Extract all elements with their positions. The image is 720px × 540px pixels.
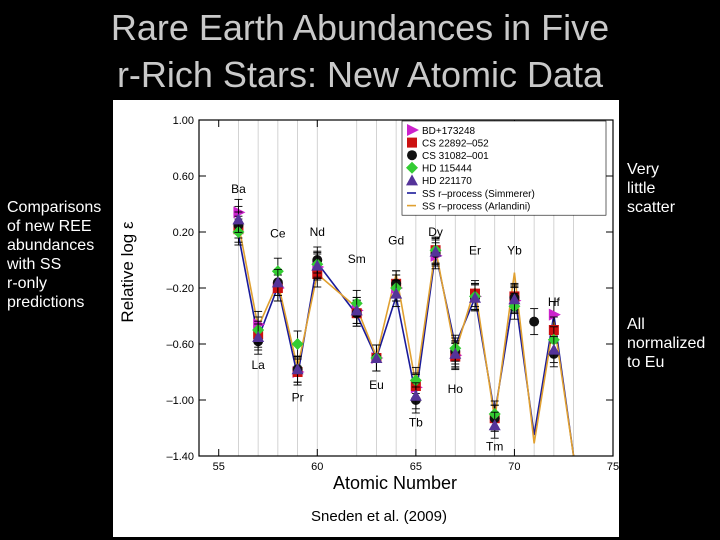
x-tick-label: 60: [311, 461, 323, 473]
data-point-triangle: [449, 347, 462, 359]
legend-label: HD 115444: [422, 164, 472, 175]
element-label: Tb: [409, 416, 423, 430]
element-label: Er: [469, 243, 481, 257]
data-point-triangle: [390, 287, 403, 299]
y-tick-label: –1.00: [166, 395, 194, 407]
y-tick-label: –1.40: [166, 451, 194, 463]
normalization-annotation: All normalized to Eu: [627, 316, 706, 371]
element-label: Ce: [270, 227, 286, 241]
y-tick-label: 0.20: [173, 227, 194, 239]
data-point-triangle: [252, 331, 265, 342]
x-tick-label: 55: [213, 461, 225, 473]
element-label: La: [251, 358, 265, 372]
element-label: Ba: [231, 182, 246, 196]
data-point-triangle: [370, 352, 383, 363]
legend-marker: [407, 150, 417, 161]
legend-label: SS r–process (Simmerer): [422, 189, 535, 200]
legend-marker: [406, 161, 418, 174]
citation: Sneden et al. (2009): [311, 508, 447, 525]
data-point-triangle: [350, 304, 363, 316]
x-axis-label: Atomic Number: [333, 473, 457, 493]
y-axis-label: Relative log ε: [118, 221, 137, 323]
element-label: Ho: [448, 382, 464, 396]
element-label: Dy: [428, 225, 443, 239]
element-label: Gd: [388, 234, 404, 248]
data-point-triangle: [469, 291, 481, 303]
element-label: Pr: [292, 390, 304, 404]
element-label: Nd: [310, 225, 325, 239]
legend-marker: [407, 124, 419, 136]
element-label: Eu: [369, 378, 384, 392]
left-annotation: Comparisons of new REE abundances with S…: [7, 199, 102, 311]
y-tick-label: –0.60: [166, 339, 194, 351]
chart-points: [232, 198, 561, 439]
data-point-diamond: [409, 374, 422, 387]
element-label: Tm: [486, 439, 503, 453]
legend-label: SS r–process (Arlandini): [422, 201, 530, 212]
legend-label: CS 22892–052: [422, 138, 489, 149]
x-tick-label: 65: [410, 461, 422, 473]
legend-marker: [407, 137, 417, 148]
legend-label: HD 221170: [422, 176, 472, 187]
slide-title: Rare Earth Abundances in Five r-Rich Sta…: [110, 7, 610, 95]
legend-label: BD+173248: [422, 126, 476, 137]
data-point-circle: [529, 316, 540, 327]
legend-box: [401, 120, 607, 216]
data-point-triangle: [547, 343, 560, 355]
plot-panel: Ba La Ce Pr Nd Sm Eu Gd Tb Dy Ho Er Tm Yb Hf 1.00 0.60 0…: [113, 100, 619, 537]
element-label: Sm: [348, 252, 366, 266]
element-label: Yb: [507, 243, 522, 257]
data-point-triangle: [409, 389, 422, 401]
x-tick-label: 70: [508, 461, 520, 473]
data-point-triangle: [232, 213, 245, 225]
data-point-triangle-right: [548, 308, 561, 321]
chart: Ba La Ce Pr Nd Sm Eu Gd Tb Dy Ho Er Tm Yb Hf 1.00 0.60 0…: [118, 115, 619, 525]
y-tick-label: 1.00: [173, 115, 194, 127]
scatter-annotation: Very little scatter: [627, 161, 676, 216]
data-point-triangle: [271, 276, 284, 288]
x-tick-label: 75: [607, 461, 619, 473]
chart-series-lines: [237, 223, 575, 457]
chart-axes: 1.00 0.60 0.20 –0.20 –0.60 –1.00 –1.40 55 60 65 70…: [166, 115, 619, 473]
data-point-triangle: [291, 363, 304, 375]
element-labels: Ba La Ce Pr Nd Sm Eu Gd Tb Dy Ho Er Tm Yb Hf: [231, 182, 560, 454]
y-tick-label: 0.60: [173, 171, 194, 183]
data-point-triangle: [488, 419, 501, 431]
data-point-triangle: [311, 259, 324, 271]
y-tick-label: –0.20: [166, 283, 194, 295]
element-label: Hf: [548, 295, 561, 309]
legend-label: CS 31082–001: [422, 151, 489, 162]
legend-marker: [406, 174, 418, 186]
data-point-triangle: [508, 293, 521, 305]
series-line: [237, 223, 575, 457]
data-point-diamond: [291, 338, 304, 350]
data-point-triangle: [429, 245, 442, 257]
